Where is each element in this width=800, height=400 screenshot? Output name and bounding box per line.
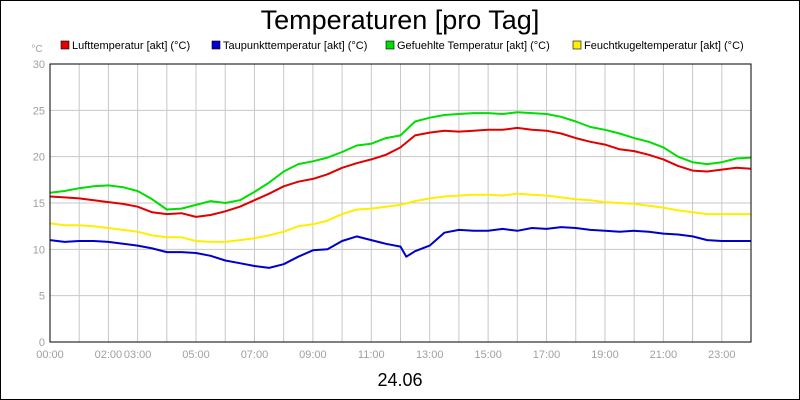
x-tick-label: 09:00: [299, 349, 327, 361]
legend-item: Lufttemperatur [akt] (°C): [60, 40, 190, 52]
grid: [50, 63, 751, 343]
legend-swatch: [385, 40, 395, 50]
chart-title: Temperaturen [pro Tag]: [261, 5, 540, 35]
y-tick-label: 5: [39, 291, 45, 303]
x-tick-label: 17:00: [533, 349, 561, 361]
x-tick-label: 00:00: [36, 349, 64, 361]
legend-label: Lufttemperatur [akt] (°C): [72, 40, 190, 52]
x-tick-label: 19:00: [591, 349, 619, 361]
legend-swatch: [572, 40, 582, 50]
plot-border: [49, 63, 752, 343]
series-line-3: [49, 111, 752, 211]
legend-swatch: [211, 40, 221, 50]
legend-item: Feuchtkugeltemperatur [akt] (°C): [572, 40, 744, 52]
y-axis-ticks: 0 5 10 15 20 25 30: [33, 59, 45, 349]
y-tick-label: 0: [39, 337, 45, 349]
x-tick-label: 13:00: [416, 349, 444, 361]
x-tick-label: 03:00: [124, 349, 152, 361]
x-tick-label: 07:00: [241, 349, 269, 361]
legend-label: Feuchtkugeltemperatur [akt] (°C): [584, 40, 744, 52]
series-line-4: [49, 192, 751, 243]
legend: Lufttemperatur [akt] (°C) Taupunkttempera…: [60, 40, 744, 52]
x-tick-label: 02:00: [95, 349, 123, 361]
series-line-1: [49, 126, 752, 218]
legend-item: Gefuehlte Temperatur [akt] (°C): [385, 40, 550, 52]
x-tick-label: 23:00: [708, 349, 736, 361]
y-axis-unit: °C: [31, 44, 42, 55]
y-tick-label: 10: [33, 244, 45, 256]
x-axis-ticks: 00:00 02:00 03:00 05:00 07:00 09:00 11:00 13:00…: [36, 349, 735, 361]
y-tick-label: 20: [33, 152, 45, 164]
y-tick-label: 15: [33, 198, 45, 210]
series-line-2: [49, 226, 751, 269]
legend-swatch: [60, 40, 70, 50]
x-tick-label: 21:00: [650, 349, 678, 361]
y-tick-label: 30: [33, 59, 45, 71]
legend-item: Taupunkttemperatur [akt] (°C): [211, 40, 367, 52]
x-tick-label: 15:00: [474, 349, 502, 361]
series-lines: [49, 111, 752, 269]
x-axis-date: 24.06: [377, 370, 422, 390]
legend-label: Taupunkttemperatur [akt] (°C): [223, 40, 367, 52]
x-tick-label: 11:00: [358, 349, 385, 361]
legend-label: Gefuehlte Temperatur [akt] (°C): [397, 40, 550, 52]
y-tick-label: 25: [33, 105, 45, 117]
x-tick-label: 05:00: [182, 349, 210, 361]
